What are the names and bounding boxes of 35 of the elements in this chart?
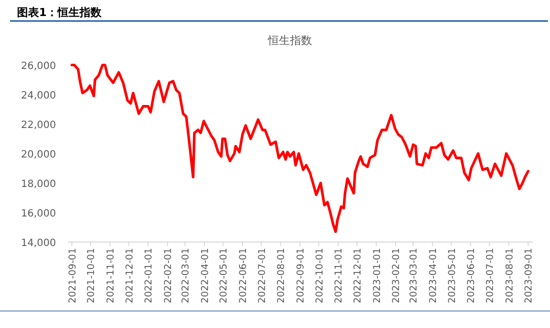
x-tick-label: 2023-07-01	[484, 248, 496, 304]
y-tick-label: 24,000	[21, 90, 56, 102]
x-tick-label: 2023-08-01	[504, 248, 516, 304]
y-tick-label: 14,000	[21, 238, 56, 249]
chart-subtitle: 恒生指数	[267, 34, 312, 47]
y-tick-label: 18,000	[21, 179, 56, 190]
x-tick-label: 2021-09-01	[67, 248, 78, 304]
x-tick-label: 2023-03-01	[408, 248, 420, 304]
x-tick-label: 2023-06-01	[466, 248, 478, 304]
x-tick-label: 2022-02-01	[163, 248, 174, 304]
x-tick-label: 2022-11-01	[334, 248, 345, 304]
x-tick-label: 2023-01-01	[372, 248, 383, 304]
x-tick-label: 2023-09-01	[524, 248, 535, 304]
x-tick-label: 2023-02-01	[391, 248, 402, 304]
chart-title: 图表1：恒生指数	[17, 6, 103, 19]
x-tick-label: 2023-05-01	[446, 248, 458, 304]
x-tick-label: 2022-09-01	[296, 248, 306, 304]
x-tick-label: 2021-12-01	[124, 248, 136, 304]
y-tick-label: 20,000	[21, 150, 56, 160]
x-tick-label: 2022-04-01	[200, 248, 211, 304]
y-tick-label: 26,000	[21, 61, 56, 72]
x-tick-label: 2022-10-01	[314, 248, 326, 304]
x-tick-label: 2022-01-01	[144, 248, 155, 304]
x-tick-label: 2022-08-01	[276, 248, 288, 304]
line-series	[70, 64, 530, 233]
x-tick-label: 2022-05-01	[218, 248, 230, 304]
x-tick-label: 2022-12-01	[352, 248, 364, 304]
x-tick-label: 2021-11-01	[106, 248, 116, 304]
x-tick-label: 2022-07-01	[256, 248, 268, 304]
x-tick-label: 2022-06-01	[238, 248, 249, 304]
x-tick-label: 2022-03-01	[180, 248, 192, 304]
x-tick-label: 2023-04-01	[428, 248, 439, 304]
y-tick-label: 22,000	[21, 120, 56, 131]
y-tick-label: 16,000	[21, 208, 56, 220]
x-tick-label: 2021-10-01	[86, 248, 98, 304]
